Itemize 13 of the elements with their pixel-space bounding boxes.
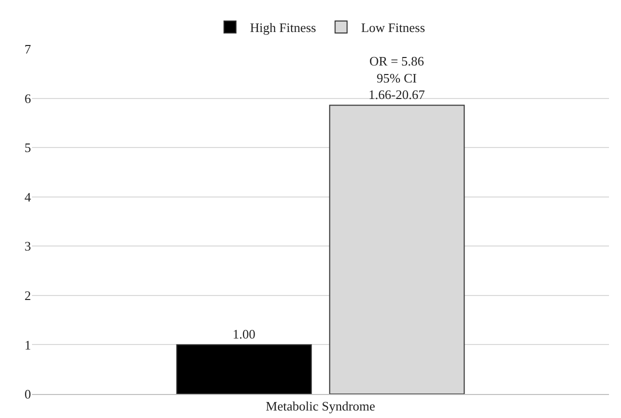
x-tick-label: Metabolic Syndrome <box>266 398 376 414</box>
y-tick-label: 3 <box>24 238 31 254</box>
legend-label: Low Fitness <box>361 20 426 36</box>
y-tick-label: 7 <box>24 42 32 57</box>
legend-label: High Fitness <box>250 20 316 36</box>
data-label: 1.00 <box>232 326 256 342</box>
y-tick-label: 4 <box>24 189 32 204</box>
data-label: OR = 5.86 95% CI 1.66-20.67 <box>368 53 426 102</box>
y-tick-label: 2 <box>24 288 31 303</box>
y-tick-label: 1 <box>24 337 31 352</box>
y-tick-label: 5 <box>24 140 31 156</box>
y-tick-label: 6 <box>24 90 32 106</box>
y-tick-label: 0 <box>24 386 31 402</box>
